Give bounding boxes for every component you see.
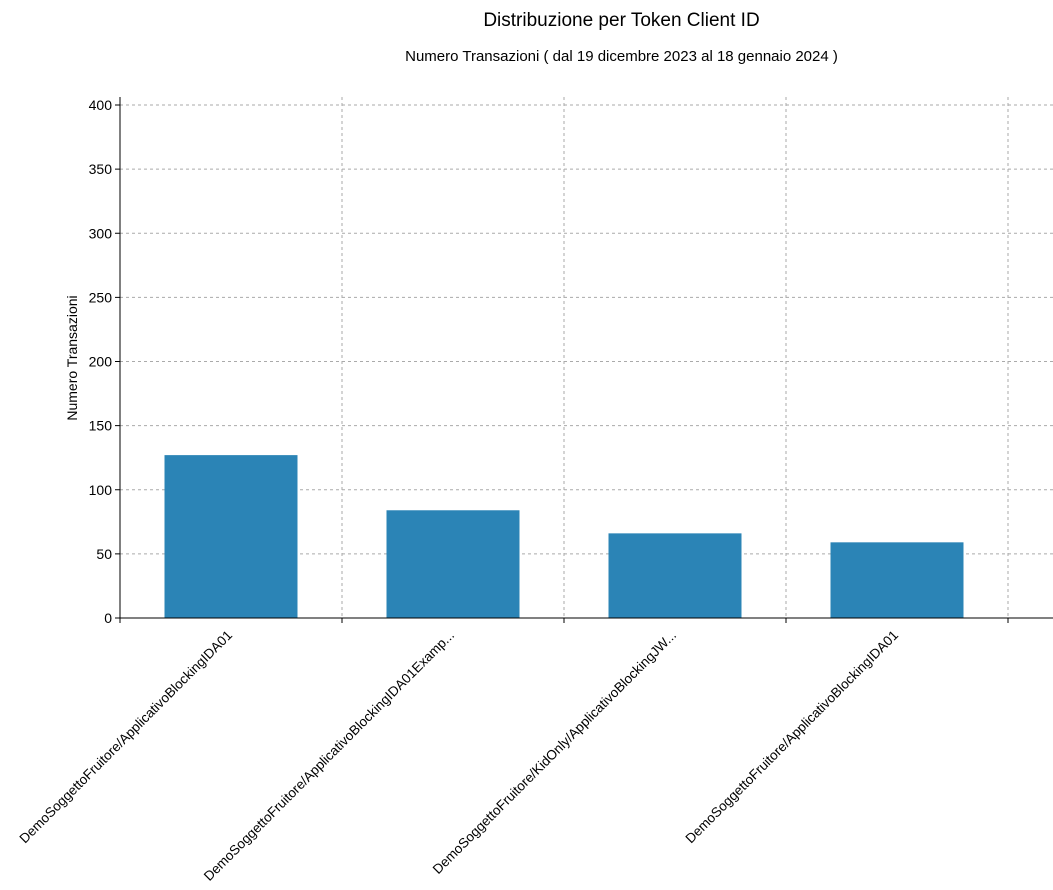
bar xyxy=(608,533,742,618)
bar xyxy=(164,455,298,618)
y-tick-label: 200 xyxy=(89,354,113,370)
y-tick-label: 300 xyxy=(89,225,113,241)
bar xyxy=(830,542,964,618)
axes xyxy=(115,97,1053,623)
y-tick-label: 50 xyxy=(96,546,112,562)
x-category-label: DemoSoggettoFruitore/ApplicativoBlocking… xyxy=(683,628,902,847)
y-axis-title: Numero Transazioni xyxy=(64,295,80,420)
y-tick-label: 250 xyxy=(89,289,113,305)
grid-lines xyxy=(120,97,1053,618)
chart-title: Distribuzione per Token Client ID xyxy=(483,10,760,31)
axis-labels: 0 50 100 150 200 250 300 350 400 DemoSoggettoFrui… xyxy=(17,97,902,884)
y-tick-label: 350 xyxy=(89,161,113,177)
y-tick-label: 100 xyxy=(89,482,113,498)
bars xyxy=(164,455,964,618)
y-tick-label: 150 xyxy=(89,418,113,434)
x-category-label: DemoSoggettoFruitore/ApplicativoBlocking… xyxy=(17,628,236,847)
x-category-label: DemoSoggettoFruitore/KidOnly/Applicativo… xyxy=(430,628,679,877)
y-tick-label: 0 xyxy=(104,610,112,626)
x-category-label: DemoSoggettoFruitore/ApplicativoBlocking… xyxy=(201,628,457,884)
y-tick-label: 400 xyxy=(89,97,113,113)
chart-subtitle: Numero Transazioni ( dal 19 dicembre 202… xyxy=(405,48,838,65)
bar xyxy=(386,510,520,618)
